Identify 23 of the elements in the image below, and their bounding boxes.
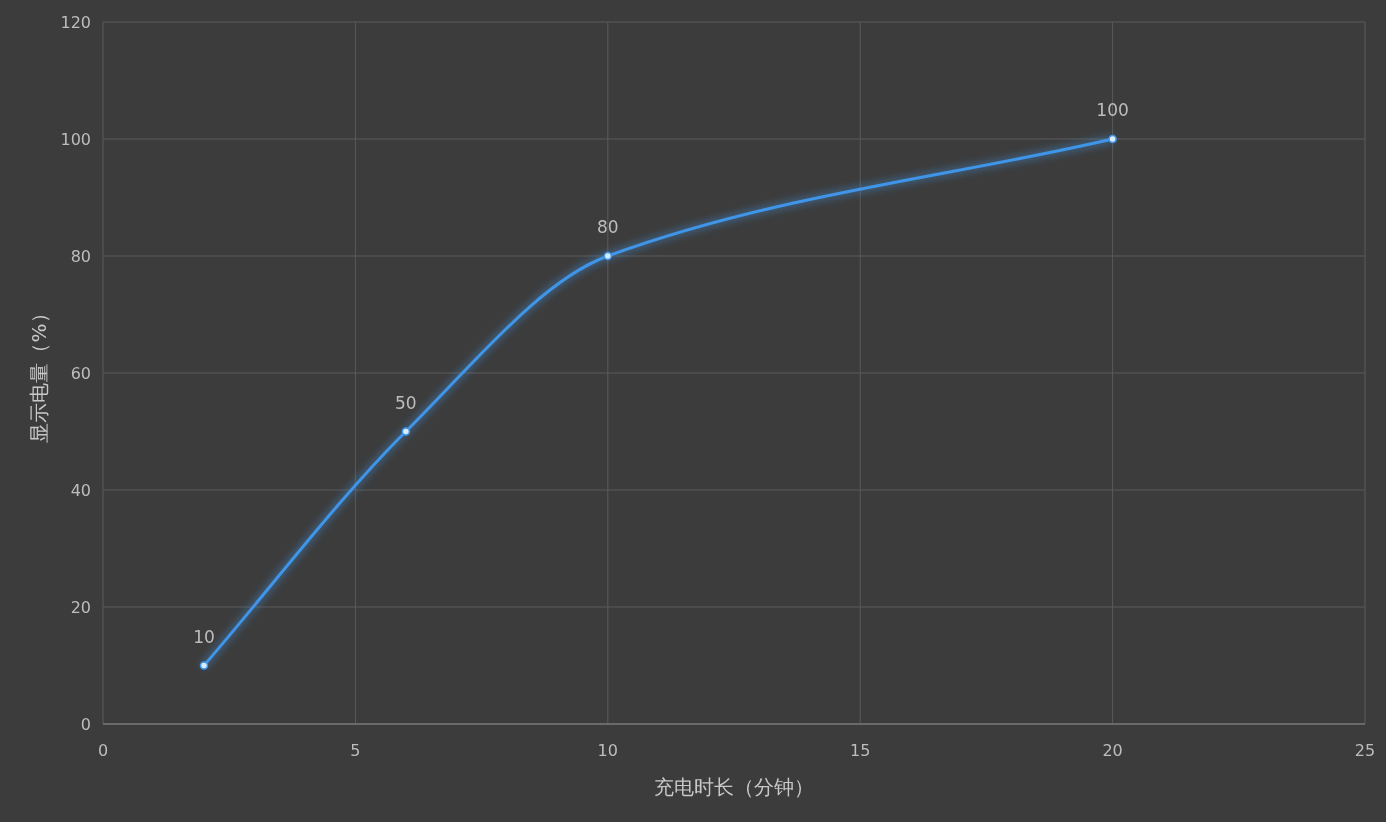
x-tick-label: 25 <box>1354 741 1376 760</box>
y-tick-label: 80 <box>70 247 91 266</box>
y-tick-label: 20 <box>70 598 91 617</box>
x-tick-label: 10 <box>597 741 618 760</box>
x-tick-label: 15 <box>850 741 871 760</box>
data-label: 50 <box>395 392 417 413</box>
y-tick-label: 100 <box>60 130 91 149</box>
y-axis-title: 显示电量（%） <box>27 303 51 443</box>
point <box>603 251 613 261</box>
x-tick-label: 20 <box>1102 741 1123 760</box>
x-tick-label: 0 <box>97 741 109 760</box>
y-tick-label: 120 <box>60 13 91 32</box>
data-label: 10 <box>193 626 215 647</box>
y-tick-label: 60 <box>70 364 91 383</box>
point <box>401 427 411 436</box>
x-tick-label: 5 <box>350 741 361 760</box>
y-tick-label: 40 <box>70 481 91 500</box>
data-label: 80 <box>596 217 619 237</box>
x-axis-title: 充电时长（分钟） <box>654 775 814 799</box>
data-label: 100 <box>1096 100 1129 120</box>
y-tick-label: 0 <box>80 715 91 734</box>
point <box>199 661 209 670</box>
point <box>1108 134 1117 144</box>
